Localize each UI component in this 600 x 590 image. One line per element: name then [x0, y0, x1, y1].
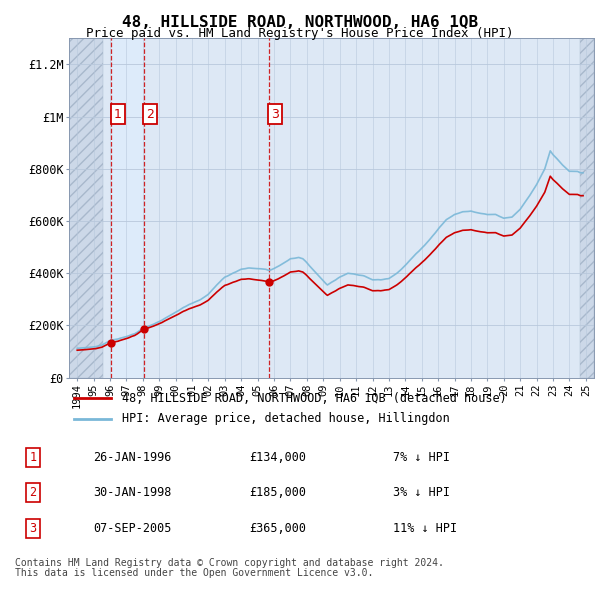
Text: 1: 1: [29, 451, 37, 464]
Text: 11% ↓ HPI: 11% ↓ HPI: [393, 522, 457, 535]
Text: 7% ↓ HPI: 7% ↓ HPI: [393, 451, 450, 464]
Text: Contains HM Land Registry data © Crown copyright and database right 2024.: Contains HM Land Registry data © Crown c…: [15, 558, 444, 568]
Text: 2: 2: [146, 107, 154, 120]
Text: 3: 3: [29, 522, 37, 535]
Bar: [580, 38, 594, 378]
Text: £365,000: £365,000: [249, 522, 306, 535]
Text: 3% ↓ HPI: 3% ↓ HPI: [393, 486, 450, 499]
Text: This data is licensed under the Open Government Licence v3.0.: This data is licensed under the Open Gov…: [15, 568, 373, 578]
Text: £185,000: £185,000: [249, 486, 306, 499]
Text: 2: 2: [29, 486, 37, 499]
Text: £134,000: £134,000: [249, 451, 306, 464]
Text: 3: 3: [271, 107, 280, 120]
Bar: [69, 38, 103, 378]
Text: 30-JAN-1998: 30-JAN-1998: [93, 486, 172, 499]
Text: 48, HILLSIDE ROAD, NORTHWOOD, HA6 1QB (detached house): 48, HILLSIDE ROAD, NORTHWOOD, HA6 1QB (d…: [121, 392, 506, 405]
Text: 1: 1: [113, 107, 121, 120]
Text: Price paid vs. HM Land Registry's House Price Index (HPI): Price paid vs. HM Land Registry's House …: [86, 27, 514, 40]
Bar: [111, 38, 144, 378]
Text: 07-SEP-2005: 07-SEP-2005: [93, 522, 172, 535]
Text: 48, HILLSIDE ROAD, NORTHWOOD, HA6 1QB: 48, HILLSIDE ROAD, NORTHWOOD, HA6 1QB: [122, 15, 478, 30]
Text: 26-JAN-1996: 26-JAN-1996: [93, 451, 172, 464]
Text: HPI: Average price, detached house, Hillingdon: HPI: Average price, detached house, Hill…: [121, 412, 449, 425]
